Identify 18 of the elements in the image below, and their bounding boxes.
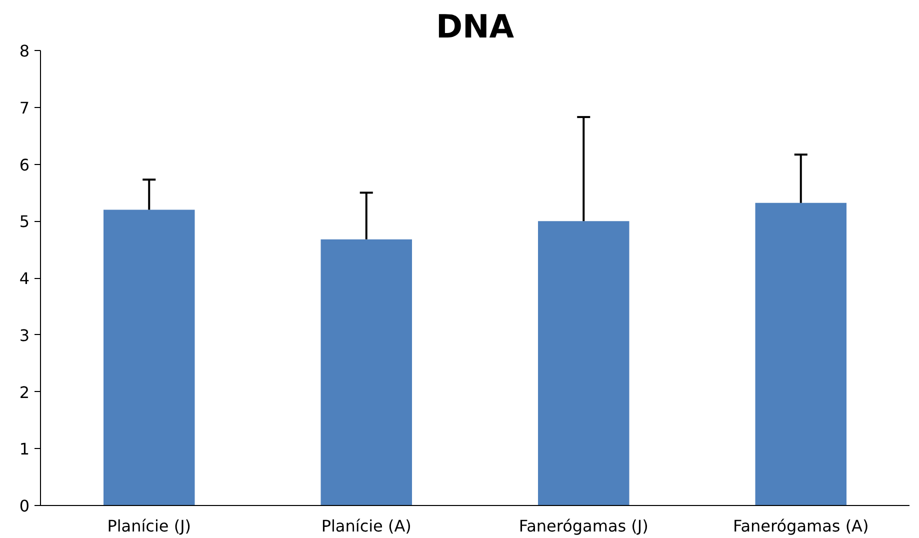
y-tick-label: 5 — [19, 212, 30, 232]
x-tick-label: Planície (J) — [107, 516, 192, 536]
y-tick-label: 3 — [19, 326, 30, 345]
x-tick-label: Planície (A) — [321, 516, 412, 536]
y-tick-label: 0 — [19, 496, 30, 516]
x-tick-label: Fanerógamas (A) — [733, 516, 869, 536]
bar — [320, 239, 412, 506]
y-tick-label: 7 — [19, 98, 30, 118]
bar — [104, 210, 195, 506]
y-tick-label: 2 — [19, 382, 30, 402]
y-tick-label: 1 — [19, 440, 30, 459]
x-tick-label: Fanerógamas (J) — [518, 516, 648, 536]
bar — [538, 221, 630, 506]
y-tick-label: 8 — [19, 42, 30, 60]
chart-title: DNA — [436, 8, 514, 46]
bar — [755, 202, 846, 506]
y-tick-label: 4 — [19, 269, 30, 288]
y-tick-label: 6 — [19, 155, 30, 174]
